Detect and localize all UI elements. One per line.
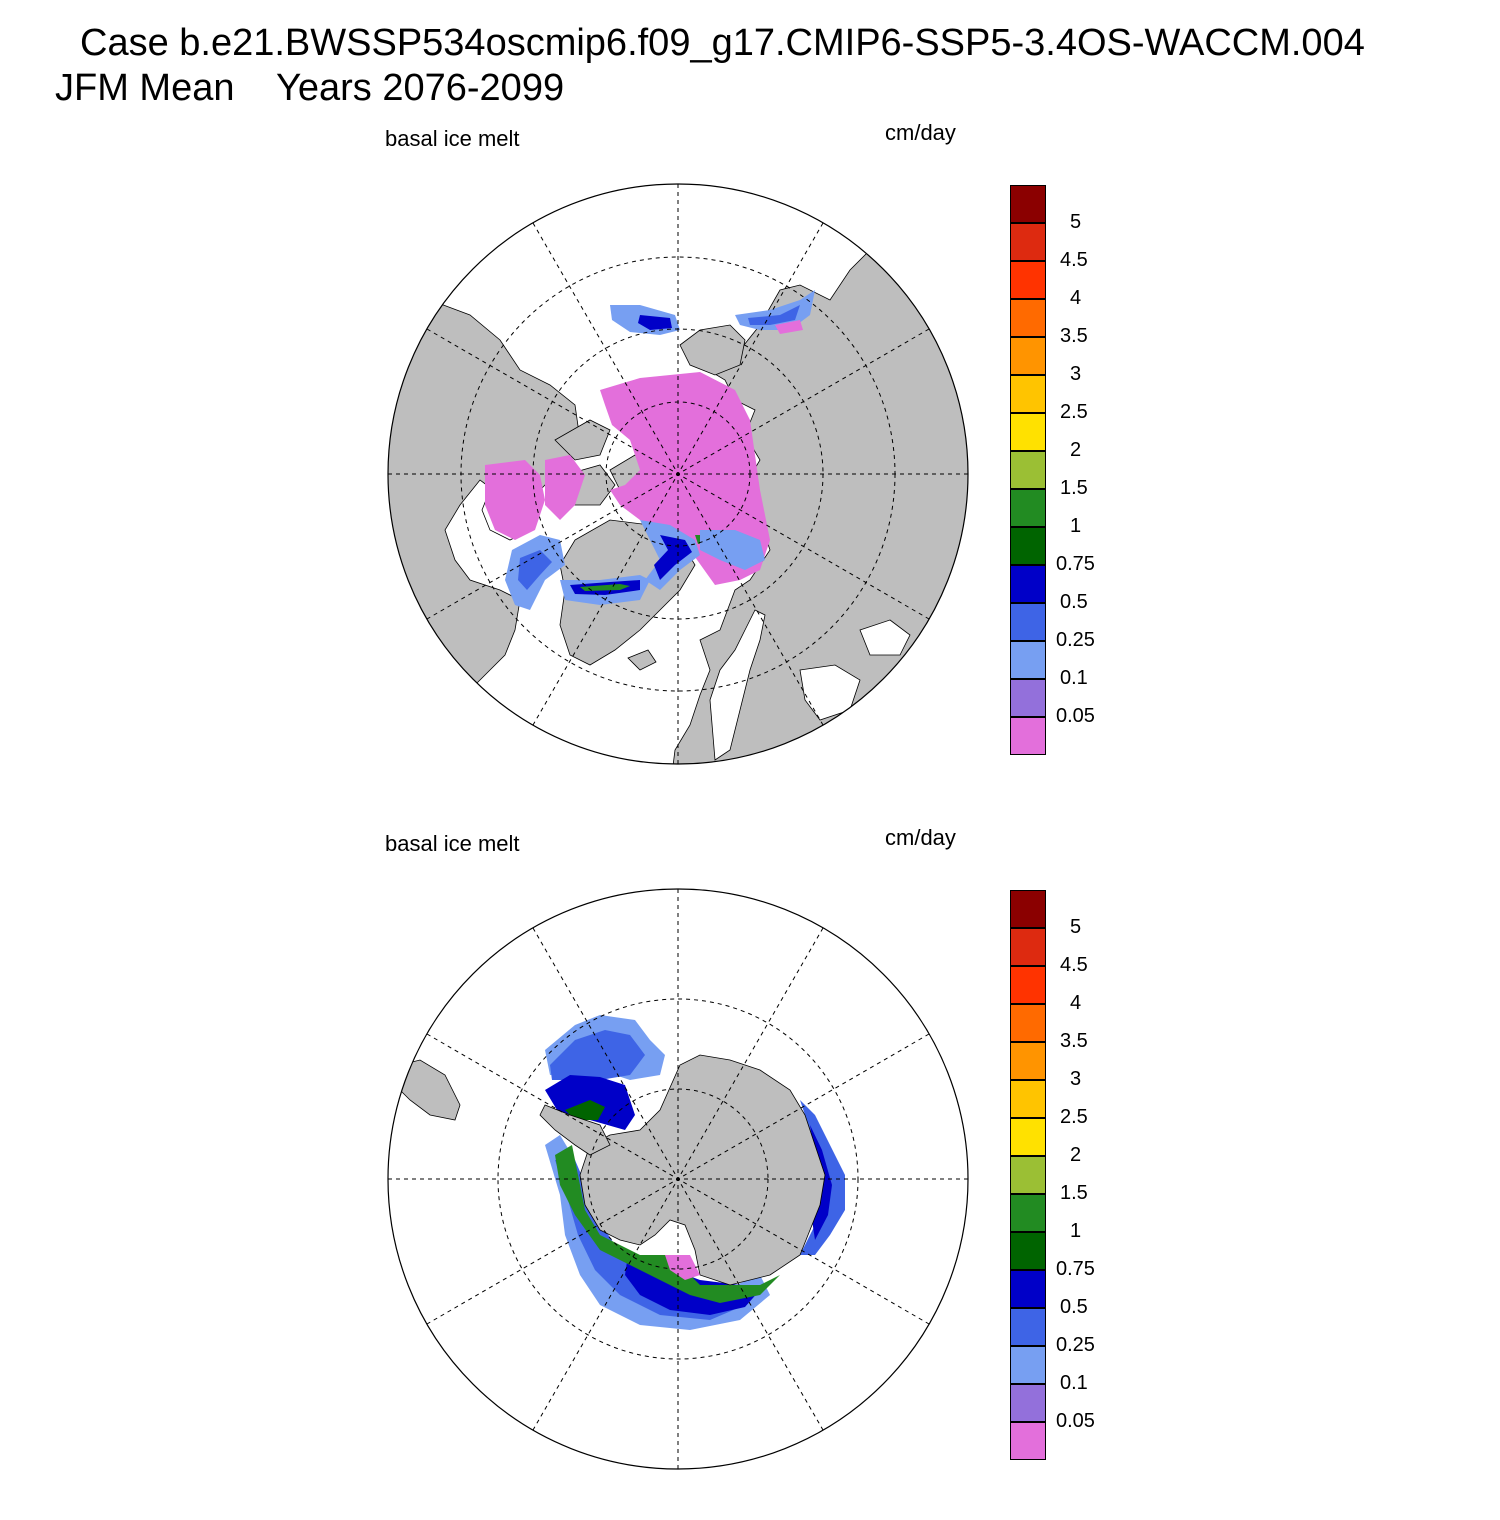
colorbar-swatch [1010, 1004, 1046, 1042]
land-north-america [388, 299, 581, 711]
colorbar-swatch [1010, 679, 1046, 717]
colorbar-swatch [1010, 1270, 1046, 1308]
colorbar-tick-label: 4 [1070, 287, 1082, 309]
colorbar-tick-label: 1 [1070, 1220, 1082, 1242]
colorbar-tick-label: 2 [1070, 439, 1082, 461]
land-beringia-west [679, 324, 746, 376]
colorbar-tick-label: 4.5 [1060, 954, 1088, 976]
graticule [388, 184, 968, 764]
colorbar-swatch [1010, 185, 1046, 223]
colorbar-swatch [1010, 337, 1046, 375]
colorbar-tick-label: 3 [1070, 363, 1082, 385]
melt-baffin-bay [545, 455, 585, 520]
colorbar-swatch [1010, 223, 1046, 261]
colorbar-swatch [1010, 717, 1046, 755]
figure-title-period: JFM Mean Years 2076-2099 [55, 67, 565, 109]
colorbar-swatch [1010, 966, 1046, 1004]
colorbar-swatch [1010, 1194, 1046, 1232]
colorbar-tick-label: 0.75 [1056, 1258, 1095, 1280]
colorbar-tick-label: 4.5 [1060, 249, 1088, 271]
land-antarctic-peninsula [539, 1104, 611, 1156]
colorbar-swatch [1010, 1346, 1046, 1384]
figure-title-case: Case b.e21.BWSSP534oscmip6.f09_g17.CMIP6… [80, 22, 1365, 64]
sea-black-caspian [859, 619, 911, 656]
colorbar-tick-label: 0.1 [1060, 1372, 1088, 1394]
melt-southern-ocean-outer [545, 1135, 770, 1330]
south-polar-map-panel: basal ice melt cm/day [0, 815, 1500, 1520]
colorbar-swatch [1010, 1156, 1046, 1194]
units-label: cm/day [885, 825, 956, 850]
colorbar-tick-label: 3 [1070, 1068, 1082, 1090]
colorbar-swatch [1010, 413, 1046, 451]
variable-label: basal ice melt [385, 126, 520, 151]
colorbar-swatch [1010, 603, 1046, 641]
melt-okhotsk-pink [775, 320, 803, 334]
melt-ross-sea [665, 1255, 700, 1280]
map-boundary [387, 183, 969, 765]
melt-coastal-green [555, 1145, 780, 1303]
units-label: cm/day [885, 120, 956, 145]
sea-baltic [709, 609, 766, 761]
colorbar-tick-label: 2.5 [1060, 1106, 1088, 1128]
colorbar-tick-label: 0.05 [1056, 705, 1095, 727]
land-antarctica [579, 1054, 826, 1286]
colorbar-tick-label: 1.5 [1060, 1182, 1088, 1204]
land-iceland [627, 649, 657, 671]
colorbar-tick-label: 2.5 [1060, 401, 1088, 423]
colorbar-tick-label: 0.25 [1056, 629, 1095, 651]
melt-bering-strong [638, 315, 672, 330]
colorbar-swatch [1010, 299, 1046, 337]
melt-weddell-mid [550, 1030, 645, 1080]
colorbar-tick-label: 3.5 [1060, 1030, 1088, 1052]
colorbar-tick-label: 0.05 [1056, 1410, 1095, 1432]
colorbar-tick-label: 0.25 [1056, 1334, 1095, 1356]
colorbar-swatch [1010, 375, 1046, 413]
melt-labrador-strong [518, 550, 552, 590]
colorbar-swatch [1010, 1118, 1046, 1156]
colorbar-tick-label: 0.1 [1060, 667, 1088, 689]
colorbar-swatch [1010, 1232, 1046, 1270]
melt-kara-sea [700, 530, 765, 570]
map-boundary [387, 888, 969, 1470]
colorbar-swatch [1010, 1384, 1046, 1422]
colorbar-swatch [1010, 641, 1046, 679]
colorbar-tick-label: 3.5 [1060, 325, 1088, 347]
variable-label: basal ice melt [385, 831, 520, 856]
north-polar-map-panel: basal ice melt cm/day [0, 110, 1500, 815]
colorbar-swatch [1010, 1422, 1046, 1460]
melt-okhotsk-strong [748, 305, 800, 325]
colorbar-tick-label: 4 [1070, 992, 1082, 1014]
melt-greenland-east-green [580, 584, 630, 591]
graticule [388, 889, 968, 1469]
colorbar-swatch [1010, 565, 1046, 603]
colorbar-swatch [1010, 1042, 1046, 1080]
colorbar-tick-label: 0.5 [1060, 1296, 1088, 1318]
colorbar-swatch [1010, 928, 1046, 966]
colorbar-swatch [1010, 261, 1046, 299]
colorbar-swatch [1010, 1308, 1046, 1346]
colorbar-swatch [1010, 489, 1046, 527]
colorbar-tick-label: 5 [1070, 211, 1082, 233]
melt-barents-strong [654, 535, 692, 580]
colorbar-swatch [1010, 527, 1046, 565]
colorbar-swatch [1010, 890, 1046, 928]
colorbar-swatch [1010, 451, 1046, 489]
colorbar-tick-label: 2 [1070, 1144, 1082, 1166]
colorbar-tick-label: 0.75 [1056, 553, 1095, 575]
colorbar-tick-label: 1 [1070, 515, 1082, 537]
melt-weddell-green [565, 1100, 605, 1120]
colorbar-tick-label: 1.5 [1060, 477, 1088, 499]
colorbar-tick-label: 0.5 [1060, 591, 1088, 613]
south-polar-map [387, 888, 969, 1470]
north-polar-map [387, 183, 969, 765]
colorbar-tick-label: 5 [1070, 916, 1082, 938]
colorbar-swatch [1010, 1080, 1046, 1118]
melt-hudson-bay [485, 460, 545, 540]
